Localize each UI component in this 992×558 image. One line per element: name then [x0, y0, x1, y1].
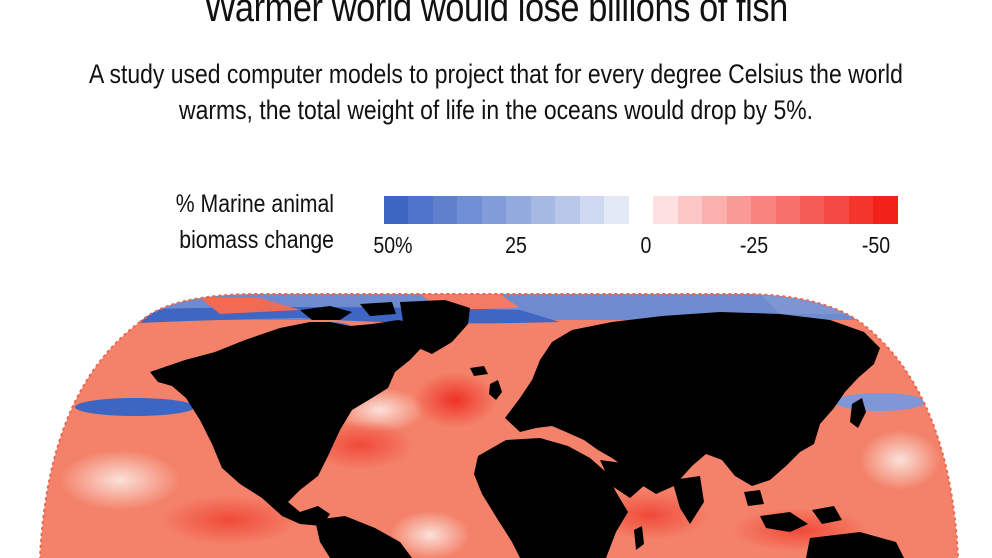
- legend-scale-cell: [457, 196, 482, 224]
- legend-scale-cell: [604, 196, 629, 224]
- legend-scale-cell: [702, 196, 727, 224]
- japan: [850, 398, 866, 428]
- east-pacific-hotspot: [160, 495, 300, 545]
- legend-scale-cell: [775, 196, 800, 224]
- east-pacific-pale: [60, 450, 180, 510]
- legend-scale-cell: [481, 196, 507, 224]
- legend-tick-0: 0: [640, 232, 652, 258]
- north-pacific-east-blue: [835, 393, 925, 411]
- north-america: [150, 320, 425, 526]
- legend-tick-minus-50: -50: [861, 232, 891, 258]
- legend-scale-cell: [824, 196, 849, 224]
- southeast-asia-islands: [744, 490, 842, 532]
- legend-scale-cell: [555, 196, 580, 224]
- subheadline-line-2: warms, the total weight of life in the o…: [178, 95, 814, 125]
- legend-title-line-1: % Marine animal: [175, 190, 334, 218]
- iceland: [470, 366, 488, 376]
- north-pacific-blue-stripe: [75, 398, 195, 416]
- legend-color-scale: [384, 196, 898, 224]
- legend-scale-cell: [751, 196, 776, 224]
- world-map: [0, 280, 992, 558]
- west-pacific-pale: [860, 430, 940, 490]
- legend-tick-minus-25: -25: [739, 232, 769, 258]
- map-edge-left: [39, 321, 141, 558]
- madagascar: [634, 526, 644, 550]
- legend-scale-cell: [432, 196, 458, 224]
- legend-scale-cell: [506, 196, 531, 224]
- land-layer: [150, 300, 904, 558]
- legend-scale-cell: [677, 196, 703, 224]
- headline: Warmer world would lose billions of fish: [204, 0, 788, 30]
- arabia: [600, 460, 646, 498]
- legend-scale-cell: [579, 196, 605, 224]
- subheadline-line-1: A study used computer models to project …: [89, 59, 903, 89]
- legend-scale-cell: [848, 196, 874, 224]
- legend-scale-cell: [384, 196, 409, 224]
- legend-scale-cell: [628, 196, 654, 224]
- arctic-islands: [300, 302, 396, 320]
- arctic-red-patch-west: [200, 298, 300, 314]
- legend-scale-cell: [799, 196, 825, 224]
- india: [672, 476, 704, 524]
- africa: [474, 438, 628, 558]
- world-map-svg: [39, 293, 959, 558]
- eurasia: [505, 312, 880, 494]
- subheadline: A study used computer models to project …: [74, 56, 917, 128]
- british-isles: [489, 380, 502, 400]
- legend-scale-cell: [726, 196, 752, 224]
- legend-scale-cell: [408, 196, 433, 224]
- legend-scale-cell: [530, 196, 556, 224]
- map-edge-right: [139, 293, 959, 558]
- north-atlantic-hotspot: [413, 372, 497, 428]
- south-atlantic-pale: [390, 511, 470, 558]
- legend-tick-25: 25: [505, 232, 527, 258]
- australia: [806, 532, 904, 558]
- legend-tick-50: 50%: [373, 232, 413, 258]
- legend-scale-cell: [873, 196, 898, 224]
- legend-scale-cell: [653, 196, 678, 224]
- legend-title-line-2: biomass change: [179, 226, 334, 254]
- south-america: [315, 516, 412, 558]
- greenland: [400, 300, 470, 354]
- legend-title: % Marine animal biomass change: [161, 186, 334, 258]
